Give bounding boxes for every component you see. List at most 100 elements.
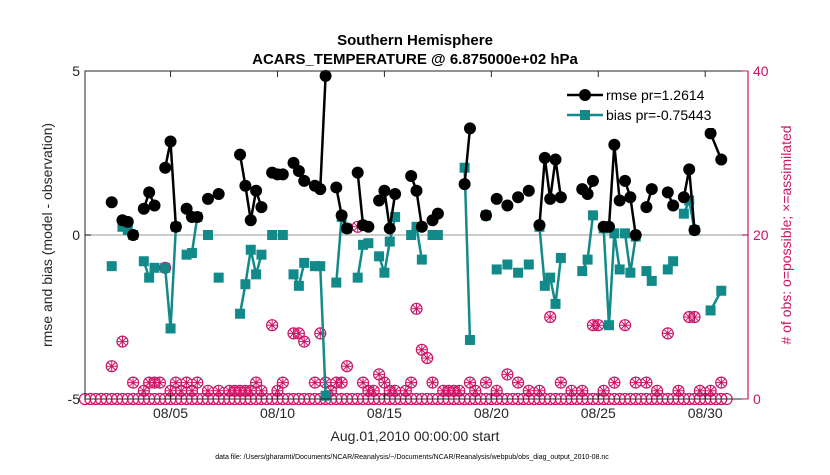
bias-point: [267, 230, 278, 240]
rmse-point: [458, 178, 471, 191]
rmse-point: [512, 191, 525, 204]
bias-point: [523, 259, 534, 270]
bias-point: [320, 390, 331, 401]
rmse-point: [121, 215, 134, 228]
rmse-point: [661, 186, 674, 199]
obs-assimilated-cross: [689, 311, 701, 323]
obs-assimilated-point: [463, 376, 477, 389]
obs-assimilated-point: [201, 384, 215, 397]
obs-assimilated-cross: [191, 377, 203, 389]
obs-assimilated-cross: [512, 377, 524, 389]
bias-point: [293, 280, 304, 291]
bias-point: [464, 334, 475, 345]
bias-point: [277, 230, 288, 240]
obs-assimilated-point: [426, 376, 439, 389]
obs-assimilated-cross: [309, 377, 321, 389]
rmse-point: [480, 209, 493, 222]
rmse-point: [490, 192, 503, 205]
rmse-point: [373, 194, 386, 207]
bias-point: [122, 225, 133, 236]
bias-line: [602, 228, 621, 327]
rmse-point: [383, 222, 396, 235]
bias-point: [331, 277, 342, 288]
obs-assimilated-cross: [389, 385, 401, 397]
bias-point: [160, 262, 171, 273]
bias-point: [245, 244, 256, 255]
obs-assimilated-point: [608, 376, 621, 389]
rmse-point: [276, 168, 289, 181]
obs-assimilated-point: [522, 384, 535, 397]
x-axis-label: Aug.01,2010 00:00:00 start: [331, 428, 500, 444]
obs-assimilated-point: [415, 343, 428, 356]
rmse-point: [602, 220, 615, 233]
rmse-point: [201, 192, 214, 205]
rmse-point: [105, 196, 118, 209]
bias-point: [555, 252, 566, 263]
obs-assimilated-point: [378, 376, 391, 389]
obs-assimilated-cross: [293, 327, 305, 339]
rmse-point: [501, 199, 514, 212]
obs-assimilated-point: [704, 384, 717, 397]
obs-assimilated-cross: [341, 360, 353, 372]
rmse-point: [319, 69, 332, 82]
obs-assimilated-cross: [453, 385, 465, 397]
bias-point: [186, 248, 197, 259]
obs-assimilated-cross: [106, 360, 118, 372]
obs-assimilated-point: [298, 335, 311, 348]
bias-point: [406, 230, 417, 240]
rmse-point: [704, 127, 717, 140]
rmse-point: [549, 153, 562, 166]
bias-point: [416, 254, 427, 265]
rmse-point: [137, 202, 150, 215]
bias-point: [352, 272, 363, 283]
rmse-point: [255, 201, 268, 214]
rmse-point: [608, 138, 621, 151]
rmse-point: [431, 207, 444, 220]
obs-assimilated-cross: [277, 377, 289, 389]
rmse-point: [378, 184, 391, 197]
rmse-point: [522, 184, 535, 197]
obs-assimilated-point: [544, 310, 557, 324]
rmse-point: [351, 166, 364, 179]
y2-tick-label: 0: [753, 391, 761, 407]
bias-point: [427, 230, 438, 240]
obs-assimilated-cross: [314, 327, 326, 339]
obs-assimilated-cross: [501, 368, 513, 380]
obs-assimilated-point: [592, 319, 605, 332]
obs-assimilated-cross: [368, 385, 380, 397]
bias-point: [379, 267, 390, 278]
bias-point: [106, 261, 117, 272]
rmse-point: [677, 191, 690, 204]
obs-assimilated-point: [501, 368, 514, 381]
bias-point: [513, 267, 524, 278]
obs-assimilated-cross: [592, 319, 604, 331]
y-tick-label: 0: [72, 227, 80, 243]
obs-assimilated-cross: [202, 385, 214, 397]
obs-assimilated-cross: [651, 385, 663, 397]
bias-point: [545, 272, 556, 283]
obs-assimilated-cross: [357, 377, 369, 389]
obs-assimilated-cross: [640, 377, 652, 389]
obs-assimilated-point: [255, 384, 268, 397]
rmse-point: [640, 201, 653, 214]
obs-assimilated-cross: [555, 377, 567, 389]
axes: 08/05 08/10 08/15 08/20 08/25 08/30 -5 0 5 0 20 40: [68, 63, 769, 421]
bias-point: [374, 251, 385, 262]
obs-assimilated-cross: [705, 385, 717, 397]
bias-point: [138, 256, 149, 267]
rmse-point: [405, 169, 418, 182]
obs-assimilated-cross: [421, 352, 433, 364]
obs-assimilated-point: [715, 376, 728, 389]
obs-assimilated-point: [266, 319, 279, 332]
bias-point: [625, 267, 636, 278]
obs-assimilated-point: [356, 376, 370, 389]
obs-assimilated-point: [399, 384, 412, 397]
obs-assimilated-cross: [608, 377, 620, 389]
obs-assimilated-point: [565, 384, 578, 397]
legend-label-rmse: rmse pr=1.2614: [606, 87, 705, 103]
rmse-point: [624, 191, 637, 204]
rmse-point: [127, 229, 140, 241]
rmse-point: [415, 220, 428, 233]
bias-point: [705, 305, 716, 316]
obs-assimilated-point: [314, 327, 327, 340]
